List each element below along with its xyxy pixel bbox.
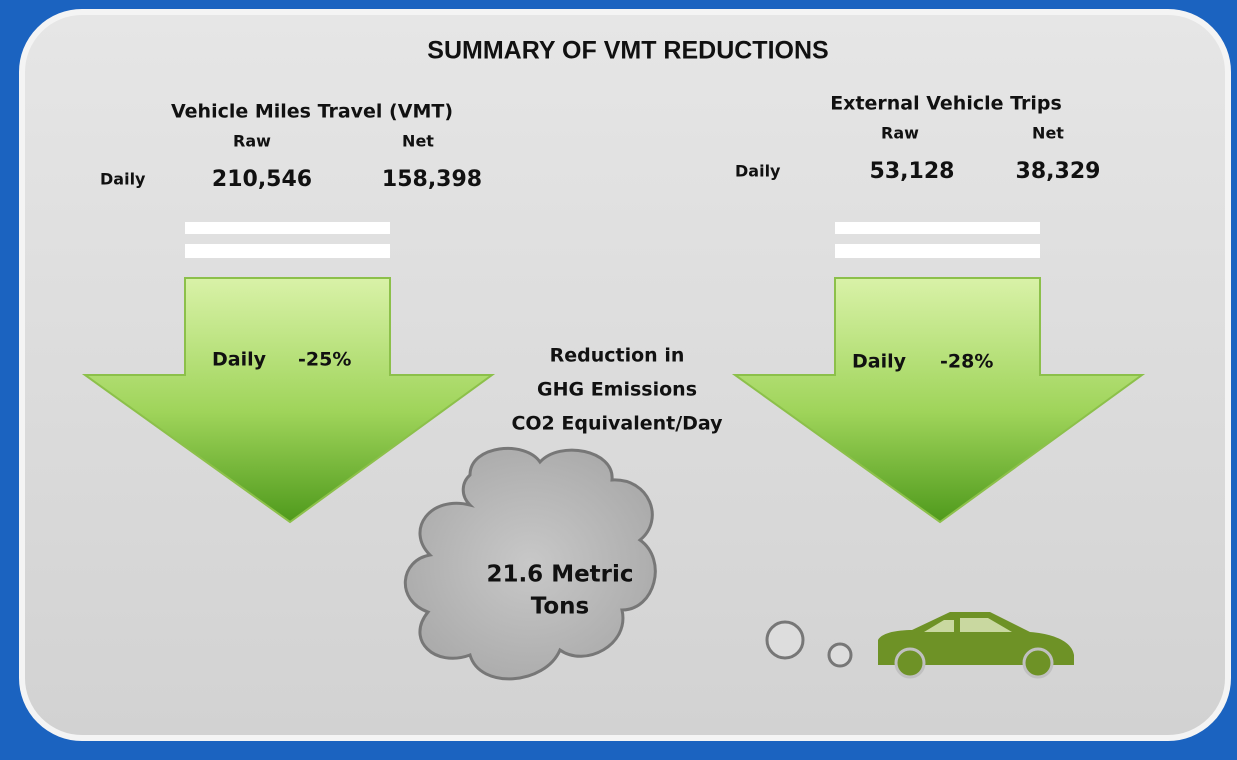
right-arrow-value: -28% bbox=[940, 351, 993, 373]
center-line: Reduction in bbox=[550, 345, 685, 367]
cloud-line: 21.6 Metric bbox=[486, 562, 633, 588]
title: SUMMARY OF VMT REDUCTIONS bbox=[427, 37, 828, 65]
left-net-label: Net bbox=[402, 132, 434, 151]
center-line: GHG Emissions bbox=[537, 379, 697, 401]
left-heading: Vehicle Miles Travel (VMT) bbox=[171, 101, 453, 123]
thought-bubble bbox=[767, 622, 803, 658]
left-raw: 210,546 bbox=[212, 167, 312, 192]
left-net: 158,398 bbox=[382, 167, 482, 192]
right-net: 38,329 bbox=[1016, 159, 1101, 184]
left-arrow-label: Daily bbox=[212, 349, 267, 371]
center-line: CO2 Equivalent/Day bbox=[511, 413, 723, 435]
thought-bubble bbox=[829, 644, 851, 666]
cloud-line: Tons bbox=[531, 594, 590, 620]
right-row-label: Daily bbox=[735, 162, 781, 181]
right-arrow-label: Daily bbox=[852, 351, 907, 373]
right-raw-label: Raw bbox=[881, 124, 919, 143]
left-row-label: Daily bbox=[100, 170, 146, 189]
left-raw-label: Raw bbox=[233, 132, 271, 151]
right-raw: 53,128 bbox=[870, 159, 955, 184]
right-heading: External Vehicle Trips bbox=[830, 93, 1062, 115]
right-net-label: Net bbox=[1032, 124, 1064, 143]
infographic: SUMMARY OF VMT REDUCTIONS Vehicle Miles … bbox=[0, 0, 1237, 760]
left-arrow-value: -25% bbox=[298, 349, 351, 371]
